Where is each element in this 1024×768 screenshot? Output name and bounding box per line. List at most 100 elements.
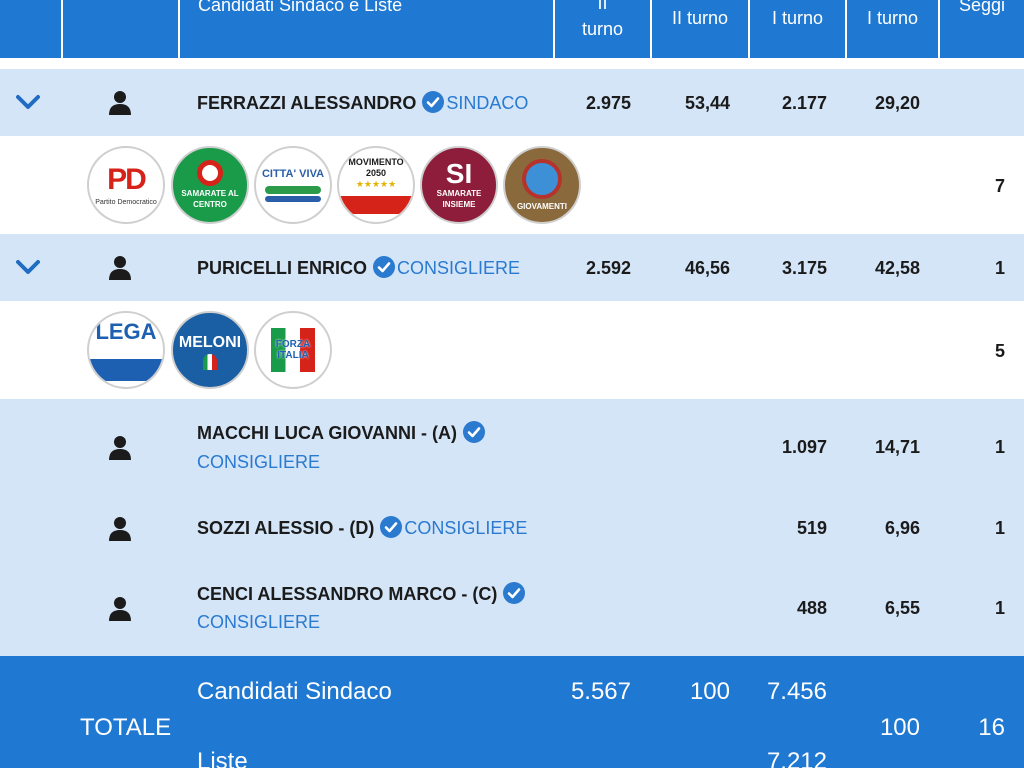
chevron-down-icon[interactable] (15, 258, 41, 276)
header-votes-ii[interactable]: II turno (581, 0, 624, 39)
pd-logo: PD Partito Democratico (87, 146, 165, 224)
votes-ii: 2.592 (585, 258, 631, 278)
samarate-insieme-logo: SI SAMARATE INSIEME (420, 146, 498, 224)
list-logos-row: PD Partito Democratico SAMARATE AL CENTR… (0, 136, 1024, 234)
votes-ii: 2.975 (585, 93, 631, 113)
councillor-role: CONSIGLIERE (197, 612, 321, 632)
councillor-entry: CENCI ALESSANDRO MARCO - (C) (197, 582, 527, 606)
councillor-name: CENCI ALESSANDRO MARCO - (C) (197, 584, 498, 604)
total-candidates-votes-ii: 5.567 (570, 678, 631, 705)
logo-text: CITTA' VIVA (261, 167, 325, 180)
candidate-row[interactable]: FERRAZZI ALESSANDRO SINDACO 2.975 53,44 2… (0, 69, 1024, 136)
header-divider (650, 0, 652, 58)
header-candidates[interactable]: Candidati Sindaco e Liste (198, 0, 403, 15)
person-icon (109, 256, 131, 280)
councillor-entry: SOZZI ALESSIO - (D) CONSIGLIERE (197, 516, 528, 540)
councillor-role: CONSIGLIERE (197, 452, 321, 472)
councillor-name: MACCHI LUCA GIOVANNI - (A) (197, 423, 457, 443)
councillor-entry: MACCHI LUCA GIOVANNI - (A) (197, 421, 487, 445)
list-seats: 5 (994, 341, 1005, 361)
votes-i: 3.175 (781, 258, 827, 278)
votes-i: 519 (796, 518, 827, 538)
candidate-role: CONSIGLIERE (397, 258, 521, 278)
total-seats: 16 (978, 714, 1005, 741)
movimento-2050-logo: MOVIMENTO 2050 ★★★★★ (337, 146, 415, 224)
person-icon (109, 91, 131, 115)
header-pct-i[interactable]: I turno (866, 8, 919, 28)
header-seats[interactable]: Seggi (958, 0, 1006, 15)
logo-band (89, 359, 163, 381)
header-divider (938, 0, 940, 58)
stars-icon: ★★★★★ (355, 178, 397, 189)
seats: 1 (994, 258, 1005, 278)
logo-wave (265, 185, 321, 194)
seats: 1 (994, 437, 1005, 457)
pct-i: 6,96 (884, 518, 920, 538)
total-lists-label: Liste (197, 748, 248, 768)
councillors-block: MACCHI LUCA GIOVANNI - (A) CONSIGLIERE 1… (0, 399, 1024, 656)
logo-label: Partito Democratico (95, 198, 157, 206)
total-candidates-votes-i: 7.456 (766, 678, 827, 705)
logo-text: PD (107, 162, 147, 196)
logo-text: FORZA ITALIA (275, 339, 311, 361)
logo-text: MELONI (178, 333, 242, 351)
verified-icon (422, 91, 445, 114)
citta-viva-logo: CITTA' VIVA (254, 146, 332, 224)
header-divider (178, 0, 180, 58)
logo-text: LEGA (95, 319, 157, 344)
fratelli-ditalia-logo: MELONI (171, 311, 249, 389)
total-row: TOTALE Candidati Sindaco 5.567 100 7.456… (0, 656, 1024, 768)
total-label: TOTALE (80, 714, 172, 741)
pct-i: 6,55 (884, 598, 920, 618)
logo-text: SAMARATE INSIEME (436, 189, 482, 209)
pct-ii: 53,44 (684, 93, 730, 113)
person-icon (109, 436, 131, 460)
lega-logo: LEGA (87, 311, 165, 389)
logo-wave (265, 195, 321, 202)
header-divider (61, 0, 63, 58)
candidate-role: SINDACO (446, 93, 529, 113)
table-header: Candidati Sindaco e Liste II turno II tu… (0, 0, 1024, 58)
header-divider (748, 0, 750, 58)
total-candidates-label: Candidati Sindaco (197, 678, 392, 705)
candidate-row[interactable]: PURICELLI ENRICO CONSIGLIERE 2.592 46,56 … (0, 234, 1024, 301)
logo-emblem (197, 160, 223, 186)
logo-flag: FORZA ITALIA (271, 328, 315, 372)
pct-i: 14,71 (874, 437, 920, 457)
total-pct-i: 100 (879, 714, 920, 741)
pct-i: 29,20 (874, 93, 920, 113)
person-icon (109, 517, 131, 541)
header-votes-i[interactable]: I turno (771, 8, 824, 28)
total-lists-votes-i: 7.212 (766, 748, 827, 768)
header-pct-ii[interactable]: II turno (671, 8, 729, 28)
list-logos-row: LEGA MELONI FORZA ITALIA 5 (0, 301, 1024, 399)
logo-text: GIOVAMENTI (516, 201, 568, 211)
list-seats: 7 (994, 176, 1005, 196)
samarate-al-centro-logo: SAMARATE AL CENTRO (171, 146, 249, 224)
votes-i: 1.097 (781, 437, 827, 457)
header-divider (553, 0, 555, 58)
verified-icon (503, 582, 526, 605)
councillor-role: CONSIGLIERE (404, 518, 528, 538)
candidate-name: FERRAZZI ALESSANDRO (197, 93, 417, 113)
seats: 1 (994, 598, 1005, 618)
votes-i: 2.177 (781, 93, 827, 113)
header-divider (845, 0, 847, 58)
logo-text: MOVIMENTO 2050 (348, 156, 404, 178)
votes-i: 488 (796, 598, 827, 618)
chevron-down-icon[interactable] (15, 93, 41, 111)
verified-icon (380, 516, 403, 539)
candidate-name: PURICELLI ENRICO (197, 258, 368, 278)
logo-text: SAMARATE AL CENTRO (181, 189, 239, 209)
verified-icon (373, 256, 396, 279)
forza-italia-logo: FORZA ITALIA (254, 311, 332, 389)
logo-emblem (522, 158, 562, 199)
logo-monogram: SI (445, 158, 473, 189)
seats: 1 (994, 518, 1005, 538)
giovamenti-logo: GIOVAMENTI (503, 146, 581, 224)
logo-band (339, 195, 413, 214)
total-candidates-pct-ii: 100 (689, 678, 730, 705)
verified-icon (462, 421, 485, 444)
councillor-name: SOZZI ALESSIO - (D) (197, 518, 375, 538)
